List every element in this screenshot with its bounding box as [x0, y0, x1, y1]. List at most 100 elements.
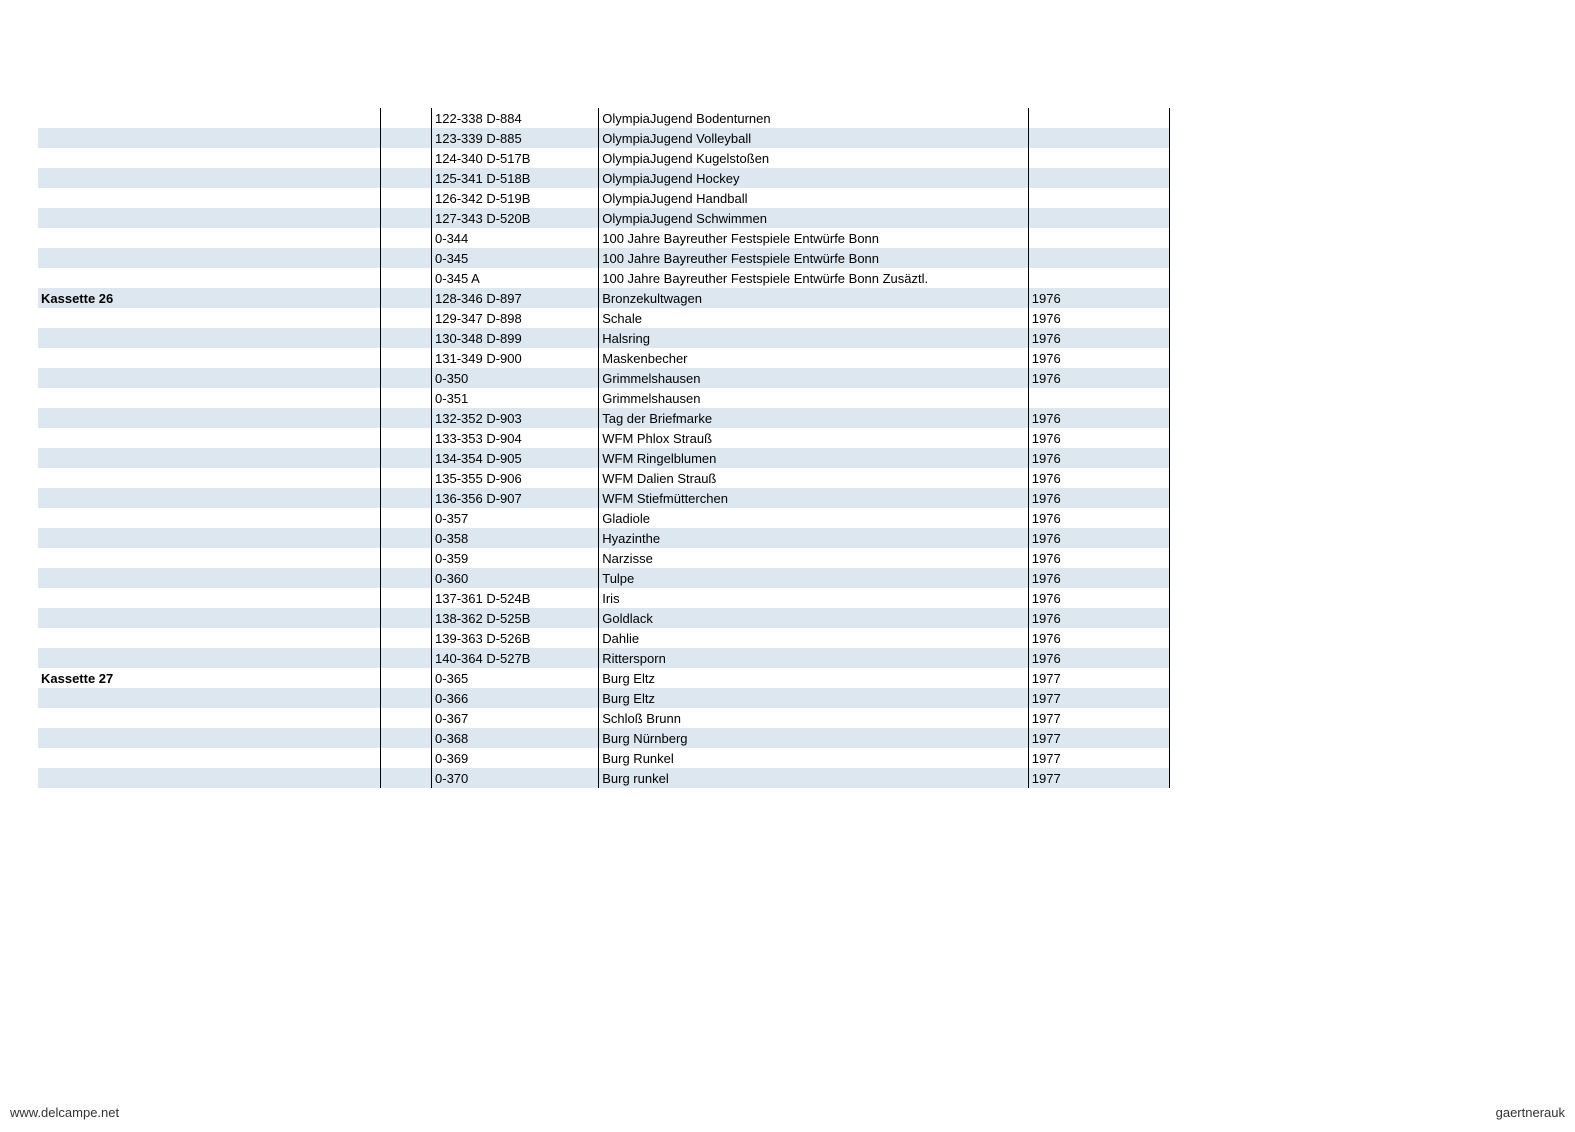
- cell-group: [38, 368, 380, 388]
- cell-year: [1028, 228, 1169, 248]
- cell-group: [38, 268, 380, 288]
- cell-spacer: [380, 708, 431, 728]
- cell-group: [38, 508, 380, 528]
- cell-description: Burg Eltz: [599, 668, 1029, 688]
- cell-spacer: [380, 228, 431, 248]
- cell-code: 138-362 D-525B: [432, 608, 599, 628]
- cell-group: [38, 388, 380, 408]
- cell-description: Schloß Brunn: [599, 708, 1029, 728]
- cell-description: WFM Phlox Strauß: [599, 428, 1029, 448]
- cell-year: 1976: [1028, 308, 1169, 328]
- cell-code: 0-360: [432, 568, 599, 588]
- table-row: 122-338 D-884OlympiaJugend Bodenturnen: [38, 108, 1170, 128]
- cell-group: [38, 648, 380, 668]
- catalog-table-body: 122-338 D-884OlympiaJugend Bodenturnen12…: [38, 108, 1170, 788]
- cell-group: [38, 188, 380, 208]
- catalog-table-wrap: 122-338 D-884OlympiaJugend Bodenturnen12…: [38, 108, 1170, 788]
- cell-group: [38, 728, 380, 748]
- cell-description: Burg Eltz: [599, 688, 1029, 708]
- table-row: 129-347 D-898Schale1976: [38, 308, 1170, 328]
- cell-year: [1028, 388, 1169, 408]
- cell-code: 134-354 D-905: [432, 448, 599, 468]
- cell-year: 1977: [1028, 748, 1169, 768]
- cell-year: 1977: [1028, 688, 1169, 708]
- cell-year: 1976: [1028, 608, 1169, 628]
- cell-description: Burg runkel: [599, 768, 1029, 788]
- cell-description: OlympiaJugend Bodenturnen: [599, 108, 1029, 128]
- cell-spacer: [380, 568, 431, 588]
- table-row: 133-353 D-904WFM Phlox Strauß1976: [38, 428, 1170, 448]
- cell-group: [38, 148, 380, 168]
- cell-code: 126-342 D-519B: [432, 188, 599, 208]
- table-row: 0-359Narzisse1976: [38, 548, 1170, 568]
- cell-spacer: [380, 148, 431, 168]
- cell-group: [38, 348, 380, 368]
- cell-spacer: [380, 508, 431, 528]
- cell-description: 100 Jahre Bayreuther Festspiele Entwürfe…: [599, 228, 1029, 248]
- cell-code: 0-358: [432, 528, 599, 548]
- cell-description: Schale: [599, 308, 1029, 328]
- cell-group: [38, 128, 380, 148]
- cell-spacer: [380, 548, 431, 568]
- table-row: 0-345 A100 Jahre Bayreuther Festspiele E…: [38, 268, 1170, 288]
- cell-group: [38, 748, 380, 768]
- cell-group: [38, 468, 380, 488]
- table-row: 131-349 D-900Maskenbecher1976: [38, 348, 1170, 368]
- table-row: 0-360Tulpe1976: [38, 568, 1170, 588]
- table-row: 123-339 D-885OlympiaJugend Volleyball: [38, 128, 1170, 148]
- table-row: 137-361 D-524BIris1976: [38, 588, 1170, 608]
- cell-code: 129-347 D-898: [432, 308, 599, 328]
- cell-description: Burg Runkel: [599, 748, 1029, 768]
- cell-group: [38, 248, 380, 268]
- cell-description: Grimmelshausen: [599, 368, 1029, 388]
- cell-group: [38, 108, 380, 128]
- cell-description: Grimmelshausen: [599, 388, 1029, 408]
- cell-year: 1976: [1028, 448, 1169, 468]
- cell-spacer: [380, 428, 431, 448]
- cell-spacer: [380, 688, 431, 708]
- cell-year: 1976: [1028, 288, 1169, 308]
- table-row: 0-368Burg Nürnberg1977: [38, 728, 1170, 748]
- cell-code: 135-355 D-906: [432, 468, 599, 488]
- cell-code: 127-343 D-520B: [432, 208, 599, 228]
- cell-spacer: [380, 628, 431, 648]
- cell-year: 1976: [1028, 588, 1169, 608]
- cell-code: 0-344: [432, 228, 599, 248]
- cell-code: 124-340 D-517B: [432, 148, 599, 168]
- cell-code: 0-357: [432, 508, 599, 528]
- table-row: Kassette 26128-346 D-897Bronzekultwagen1…: [38, 288, 1170, 308]
- cell-group: [38, 568, 380, 588]
- cell-spacer: [380, 608, 431, 628]
- cell-spacer: [380, 328, 431, 348]
- cell-spacer: [380, 288, 431, 308]
- cell-description: OlympiaJugend Kugelstoßen: [599, 148, 1029, 168]
- cell-code: 0-345: [432, 248, 599, 268]
- table-row: 126-342 D-519BOlympiaJugend Handball: [38, 188, 1170, 208]
- cell-code: 140-364 D-527B: [432, 648, 599, 668]
- cell-year: [1028, 108, 1169, 128]
- cell-spacer: [380, 408, 431, 428]
- cell-code: 0-365: [432, 668, 599, 688]
- cell-code: 0-350: [432, 368, 599, 388]
- cell-description: OlympiaJugend Schwimmen: [599, 208, 1029, 228]
- cell-group: [38, 408, 380, 428]
- cell-code: 0-370: [432, 768, 599, 788]
- cell-group: [38, 488, 380, 508]
- cell-description: 100 Jahre Bayreuther Festspiele Entwürfe…: [599, 248, 1029, 268]
- cell-group: [38, 528, 380, 548]
- table-row: 125-341 D-518BOlympiaJugend Hockey: [38, 168, 1170, 188]
- cell-year: [1028, 248, 1169, 268]
- table-row: 0-357Gladiole1976: [38, 508, 1170, 528]
- cell-description: OlympiaJugend Handball: [599, 188, 1029, 208]
- cell-code: 130-348 D-899: [432, 328, 599, 348]
- cell-year: 1977: [1028, 768, 1169, 788]
- cell-group: [38, 328, 380, 348]
- cell-year: 1976: [1028, 508, 1169, 528]
- cell-description: Bronzekultwagen: [599, 288, 1029, 308]
- cell-spacer: [380, 268, 431, 288]
- cell-spacer: [380, 108, 431, 128]
- table-row: 0-366Burg Eltz1977: [38, 688, 1170, 708]
- cell-description: Maskenbecher: [599, 348, 1029, 368]
- cell-spacer: [380, 728, 431, 748]
- cell-description: Hyazinthe: [599, 528, 1029, 548]
